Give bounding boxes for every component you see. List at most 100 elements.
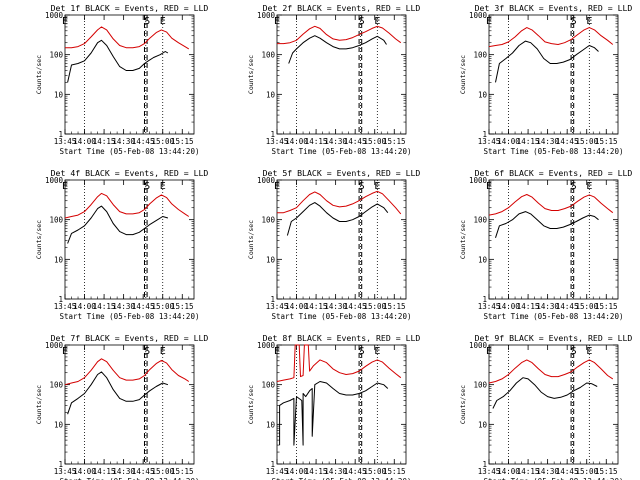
x-tick-label: 14:30 [112,467,135,476]
y-tick-label: 1 [482,295,487,304]
x-tick-label: 15:00 [363,137,386,146]
x-tick-label: 15:00 [575,467,598,476]
x-tick-label: 14:45 [344,302,367,311]
x-tick-label: 13:45 [54,302,77,311]
event-marker-label: E [274,181,280,192]
x-tick-label: 15:00 [151,467,174,476]
event-marker-label: E [160,346,166,357]
event-marker-label: E [586,346,592,357]
chart-panel-8f: Det 8f BLACK = Events, RED = LLD 1 10 100 10… [247,333,420,480]
plot-frame [276,344,407,465]
x-tick-label: 15:15 [171,302,194,311]
y-tick-label: 100 [261,216,275,225]
series-line-events [288,35,387,64]
plot-frame [488,179,619,300]
y-tick-label: 10 [478,255,488,264]
y-axis-label: Counts/sec [35,385,43,424]
event-marker-label: E [274,16,280,27]
x-tick-label: 14:45 [344,137,367,146]
plot-frame [64,344,195,465]
x-tick-label: 14:30 [536,137,559,146]
x-tick-label: 14:15 [305,467,328,476]
event-marker-label: E [374,16,380,27]
y-tick-label: 100 [49,216,63,225]
y-axis-label: Counts/sec [35,220,43,259]
y-tick-label: 100 [473,216,487,225]
series-line-lld [277,190,402,215]
event-marker-label: S [144,16,150,27]
y-tick-label: 10 [54,255,64,264]
x-tick-label: 14:15 [93,137,116,146]
series-line-lld [488,194,614,216]
x-tick-label: 14:15 [305,137,328,146]
x-tick-label: 14:30 [536,302,559,311]
y-tick-label: 1 [270,130,275,139]
chart-title: Det 4f BLACK = Events, RED = LLD [51,168,209,178]
x-tick-label: 13:45 [54,137,77,146]
x-tick-label: 15:00 [575,137,598,146]
x-tick-label: 14:00 [497,467,520,476]
x-tick-label: 15:15 [383,137,406,146]
x-tick-label: 14:00 [73,137,96,146]
y-axis-label: Counts/sec [459,385,467,424]
plot-frame [276,14,407,135]
y-tick-label: 100 [473,381,487,390]
series-line-lld [65,26,190,50]
x-tick-label: 13:45 [266,137,289,146]
chart-panel-5f: Det 5f BLACK = Events, RED = LLD 1 10 100 10… [247,168,420,321]
x-tick-label: 15:15 [383,467,406,476]
x-tick-label: 14:45 [132,302,155,311]
y-tick-label: 10 [266,90,276,99]
plot-frame [276,179,407,300]
x-tick-label: 14:15 [305,302,328,311]
y-tick-label: 100 [261,51,275,60]
x-tick-label: 15:15 [171,467,194,476]
series-line-events [495,40,599,83]
x-tick-label: 15:00 [151,137,174,146]
event-marker-label: S [359,346,365,357]
event-marker-label: E [62,181,68,192]
y-tick-label: 1000 [257,341,276,350]
event-marker-label: E [62,346,68,357]
y-tick-label: 10 [266,255,276,264]
x-tick-label: 14:30 [324,302,347,311]
event-marker-label: E [586,181,592,192]
y-axis-label: Counts/sec [247,385,255,424]
x-tick-label: 14:00 [73,302,96,311]
x-tick-label: 15:00 [363,467,386,476]
series-line-events [67,39,169,83]
x-axis-label: Start Time (05-Feb-08 13:44:20) [60,147,200,156]
x-tick-label: 14:30 [112,137,135,146]
y-tick-label: 1000 [45,341,64,350]
x-axis-label: Start Time (05-Feb-08 13:44:20) [484,147,624,156]
chart-title: Det 1f BLACK = Events, RED = LLD [51,3,209,13]
y-tick-label: 1000 [257,176,276,185]
chart-panel-9f: Det 9f BLACK = Events, RED = LLD 1 10 100 10… [459,333,632,480]
x-axis-label: Start Time (05-Feb-08 13:44:20) [272,312,412,321]
y-axis-label: Counts/sec [247,220,255,259]
y-tick-label: 1000 [45,176,64,185]
event-marker-label: E [586,16,592,27]
event-marker-label: S [571,181,577,192]
x-tick-label: 14:30 [324,137,347,146]
x-tick-label: 14:15 [517,302,540,311]
x-axis-label: Start Time (05-Feb-08 13:44:20) [60,477,200,480]
chart-panel-7f: Det 7f BLACK = Events, RED = LLD 1 10 100 10… [35,333,208,480]
x-tick-label: 14:00 [73,467,96,476]
series-line-lld [277,25,402,45]
chart-panel-3f: Det 3f BLACK = Events, RED = LLD 1 10 100 10… [459,3,632,156]
event-marker-label: E [486,16,492,27]
x-axis-label: Start Time (05-Feb-08 13:44:20) [60,312,200,321]
x-tick-label: 15:00 [363,302,386,311]
y-tick-label: 10 [478,90,488,99]
y-tick-label: 1 [482,460,487,469]
event-marker-label: E [160,181,166,192]
y-tick-label: 1000 [469,341,488,350]
series-line-events [492,377,598,409]
y-tick-label: 1000 [469,176,488,185]
series-line-lld [488,359,614,384]
x-axis-label: Start Time (05-Feb-08 13:44:20) [272,477,412,480]
y-tick-label: 100 [261,381,275,390]
plot-frame [488,344,619,465]
y-axis-label: Counts/sec [459,220,467,259]
